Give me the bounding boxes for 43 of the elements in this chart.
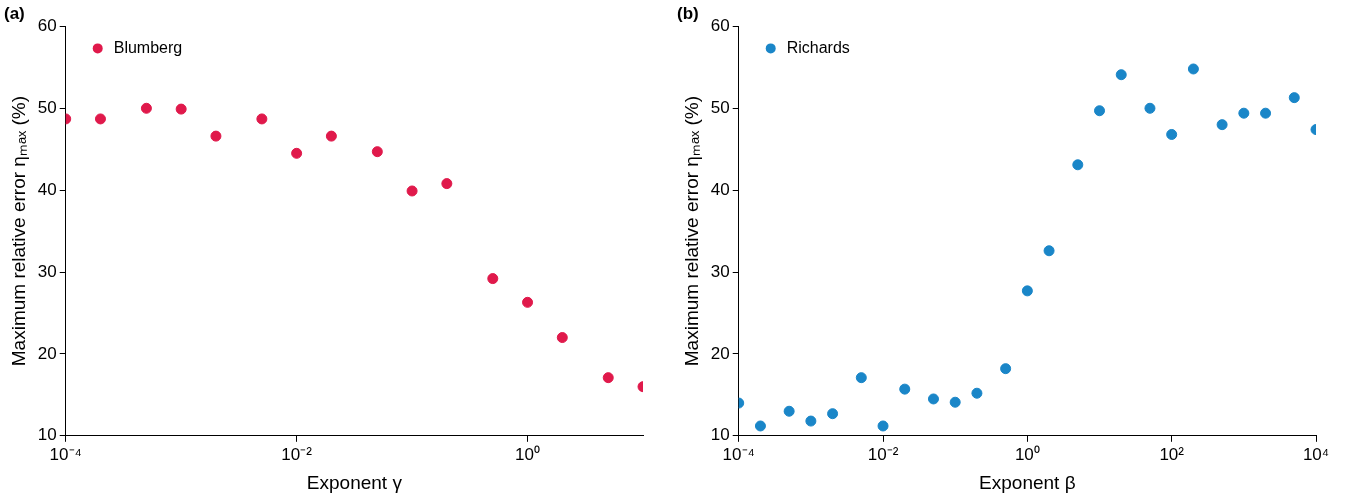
y-tick-label: 20	[37, 343, 57, 363]
point	[927, 393, 939, 405]
y-tick-label: 60	[37, 16, 57, 36]
point	[855, 372, 867, 384]
legend-label: Blumberg	[113, 38, 183, 56]
point	[877, 420, 889, 432]
y-tick-label: 40	[710, 179, 730, 199]
point	[949, 396, 961, 408]
y-tick-label: 60	[710, 16, 730, 36]
y-tick-label: 50	[37, 97, 57, 117]
point	[783, 405, 795, 417]
point	[805, 415, 817, 427]
x-tick-label: 10⁻²	[281, 444, 313, 464]
x-tick-label: 10⁻⁴	[722, 444, 755, 464]
point	[1166, 128, 1178, 140]
x-axis-title: Exponent γ	[306, 471, 403, 493]
y-tick-label: 10	[37, 425, 57, 445]
chart-title: (b)	[677, 3, 699, 23]
y-axis-title: Maximum relative error ηₘₐₓ (%)	[680, 95, 702, 367]
chart-title: (a)	[4, 3, 25, 23]
point	[1072, 159, 1084, 171]
legend-label: Richards	[786, 38, 850, 56]
y-tick-label: 50	[710, 97, 730, 117]
x-axis-title: Exponent β	[979, 471, 1076, 493]
point	[1238, 107, 1250, 119]
y-tick-label: 30	[710, 261, 730, 281]
x-tick-label: 10⁴	[1302, 444, 1330, 464]
y-tick-label: 30	[37, 261, 57, 281]
x-tick-label: 10⁻⁴	[49, 444, 82, 464]
point	[1021, 285, 1033, 297]
y-tick-label: 40	[37, 179, 57, 199]
point	[1094, 105, 1106, 117]
y-axis-title: Maximum relative error ηₘₐₓ (%)	[7, 95, 29, 367]
x-tick-label: 10⁰	[515, 444, 540, 464]
x-tick-label: 10²	[1159, 444, 1185, 464]
x-tick-label: 10⁻²	[867, 444, 899, 464]
x-tick-label: 10⁰	[1014, 444, 1040, 464]
point	[1000, 363, 1012, 375]
y-tick-label: 10	[710, 425, 730, 445]
point	[1288, 92, 1300, 104]
point	[1144, 102, 1156, 114]
y-tick-label: 20	[710, 343, 730, 363]
point	[1216, 119, 1228, 131]
